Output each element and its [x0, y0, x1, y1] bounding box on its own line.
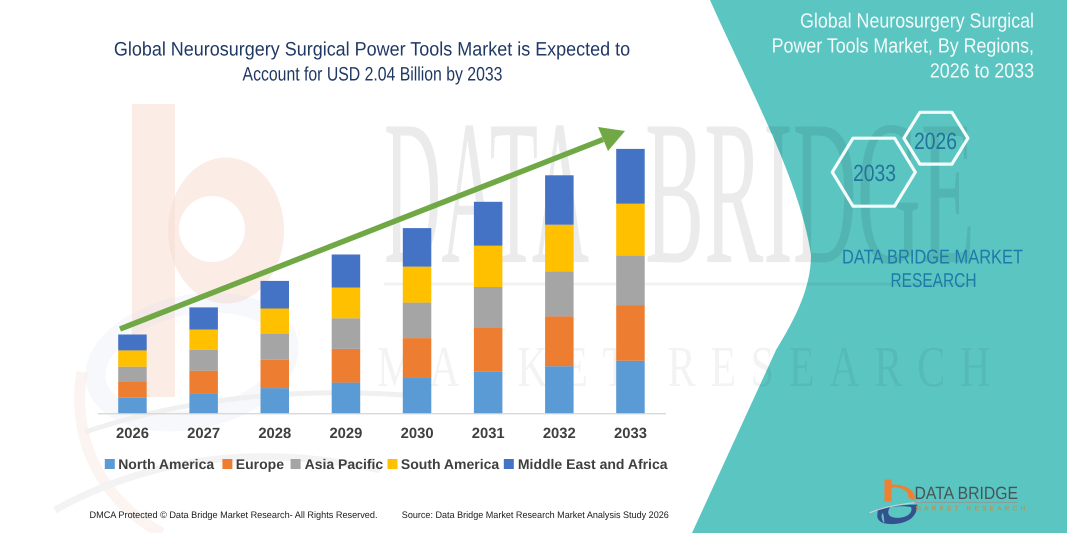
- svg-text:Account for USD 2.04 Billion b: Account for USD 2.04 Billion by 2033: [243, 64, 503, 86]
- svg-text:2026: 2026: [116, 426, 149, 442]
- svg-text:MARKET RESEARCH: MARKET RESEARCH: [916, 505, 1029, 512]
- svg-text:DMCA Protected © Data Bridge M: DMCA Protected © Data Bridge Market Rese…: [90, 510, 378, 521]
- svg-text:Source: Data Bridge Market Res: Source: Data Bridge Market Research Mark…: [402, 510, 669, 521]
- svg-text:DATA BRIDGE MARKET: DATA BRIDGE MARKET: [842, 247, 1023, 269]
- svg-text:2032: 2032: [543, 426, 576, 442]
- svg-text:Middle East and Africa: Middle East and Africa: [518, 456, 668, 472]
- svg-text:Global Neurosurgery Surgical: Global Neurosurgery Surgical: [800, 10, 1034, 33]
- svg-text:BRIDGE: BRIDGE: [645, 78, 975, 307]
- svg-text:2028: 2028: [258, 426, 291, 442]
- svg-text:2030: 2030: [401, 426, 434, 442]
- svg-text:2029: 2029: [329, 426, 362, 442]
- svg-text:2026 to 2033: 2026 to 2033: [930, 60, 1034, 83]
- svg-text:RESEARCH: RESEARCH: [891, 270, 977, 292]
- svg-text:MARKET RESEARCH: MARKET RESEARCH: [377, 334, 1005, 399]
- svg-text:South America: South America: [401, 456, 499, 472]
- svg-text:2027: 2027: [187, 426, 220, 442]
- svg-text:2033: 2033: [614, 426, 647, 442]
- svg-text:DATA BRIDGE: DATA BRIDGE: [915, 483, 1019, 503]
- svg-text:Europe: Europe: [236, 456, 284, 472]
- svg-text:North America: North America: [118, 456, 214, 472]
- svg-text:2026: 2026: [914, 128, 957, 154]
- svg-text:2033: 2033: [853, 160, 896, 186]
- svg-text:Power Tools Market, By Regions: Power Tools Market, By Regions,: [772, 35, 1034, 58]
- svg-text:Asia Pacific: Asia Pacific: [305, 456, 384, 472]
- svg-text:Global Neurosurgery Surgical P: Global Neurosurgery Surgical Power Tools…: [114, 39, 630, 61]
- svg-text:2031: 2031: [472, 426, 505, 442]
